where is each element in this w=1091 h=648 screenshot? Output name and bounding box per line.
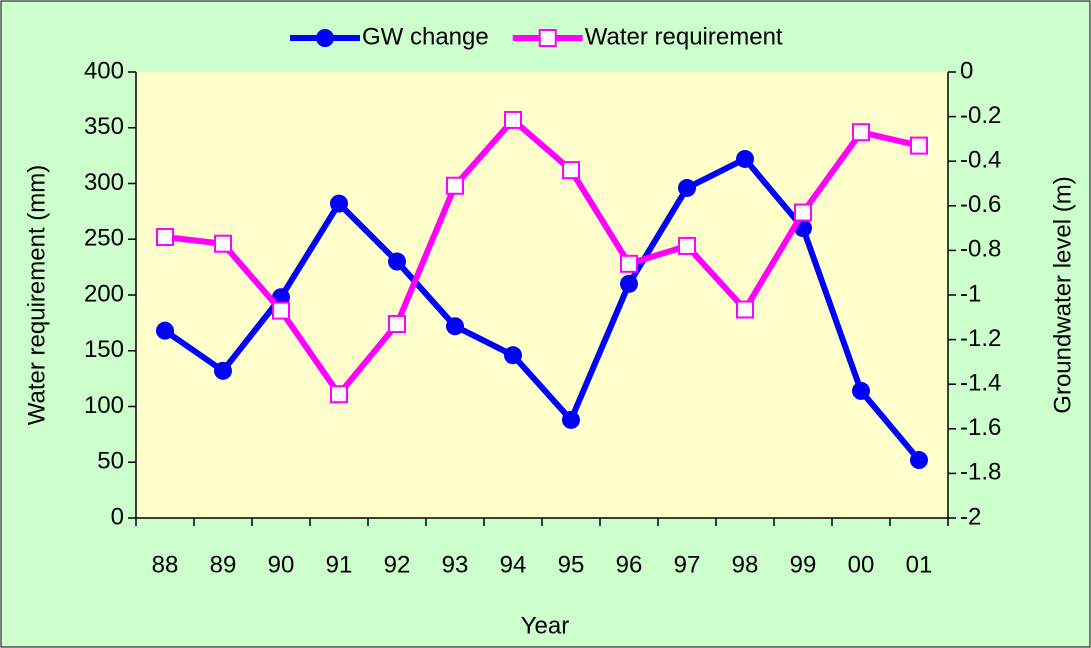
x-tick-label: 99 xyxy=(790,551,817,578)
x-tick-label: 01 xyxy=(906,551,933,578)
x-tick-label: 96 xyxy=(616,551,643,578)
data-point xyxy=(620,274,638,293)
y2-tick-label: -0.8 xyxy=(960,236,1001,263)
legend-marker xyxy=(316,29,334,47)
series-line xyxy=(164,116,920,398)
x-tick-label: 97 xyxy=(674,551,701,578)
data-point xyxy=(562,161,580,180)
data-point xyxy=(156,228,174,247)
data-point xyxy=(910,136,928,155)
y2-tick-label: -0.4 xyxy=(960,147,1001,174)
data-point xyxy=(156,321,174,340)
x-tick-label: 98 xyxy=(732,551,759,578)
y2-tick-label: -1.2 xyxy=(960,325,1001,352)
y-tick-label: 100 xyxy=(84,392,124,419)
y2-tick-label: -0.6 xyxy=(960,191,1001,218)
data-point xyxy=(852,381,870,400)
x-tick-label: 95 xyxy=(558,551,585,578)
x-tick-label: 90 xyxy=(268,551,295,578)
data-point xyxy=(446,317,464,336)
y-tick-label: 350 xyxy=(84,113,124,140)
x-tick-label: 89 xyxy=(210,551,237,578)
data-point xyxy=(794,203,812,222)
data-point xyxy=(504,110,522,129)
legend-label: Water requirement xyxy=(585,23,783,50)
data-point xyxy=(330,385,348,404)
data-point xyxy=(852,123,870,142)
data-point xyxy=(678,178,696,197)
y2-tick-label: 0 xyxy=(960,57,973,84)
y-tick-label: 150 xyxy=(84,336,124,363)
data-point xyxy=(446,176,464,195)
x-tick-label: 92 xyxy=(384,551,411,578)
data-point xyxy=(388,314,406,333)
y-tick-label: 200 xyxy=(84,280,124,307)
x-tick-label: 93 xyxy=(442,551,469,578)
data-point xyxy=(388,252,406,271)
data-point xyxy=(910,451,928,470)
y2-axis-title: Groundwater level (m) xyxy=(1049,176,1076,413)
legend-marker xyxy=(538,29,557,47)
y2-tick-label: -2 xyxy=(960,503,981,530)
data-point xyxy=(504,346,522,365)
data-point xyxy=(736,149,754,168)
y2-tick-label: -1 xyxy=(960,280,981,307)
y-tick-label: 0 xyxy=(111,503,124,530)
y2-tick-label: -1.4 xyxy=(960,370,1001,397)
y2-tick-label: -1.8 xyxy=(960,459,1001,486)
data-point xyxy=(562,410,580,429)
x-axis-title: Year xyxy=(521,612,570,639)
y-tick-label: 250 xyxy=(84,225,124,252)
y2-tick-label: -1.6 xyxy=(960,414,1001,441)
data-point xyxy=(330,194,348,213)
data-point xyxy=(214,234,232,253)
data-point xyxy=(678,236,696,255)
series-line xyxy=(163,155,922,462)
legend-label: GW change xyxy=(362,23,489,50)
data-point xyxy=(214,361,232,380)
y2-tick-label: -0.2 xyxy=(960,102,1001,129)
y-tick-label: 400 xyxy=(84,57,124,84)
x-tick-label: 91 xyxy=(326,551,353,578)
data-point xyxy=(272,301,290,320)
x-tick-label: 00 xyxy=(848,551,875,578)
y-tick-label: 300 xyxy=(84,169,124,196)
y-axis-title: Water requirement (mm) xyxy=(23,165,50,425)
x-tick-label: 88 xyxy=(152,551,179,578)
y-tick-label: 50 xyxy=(97,448,124,475)
data-point xyxy=(620,254,638,273)
data-point xyxy=(736,300,754,319)
x-tick-label: 94 xyxy=(500,551,527,578)
